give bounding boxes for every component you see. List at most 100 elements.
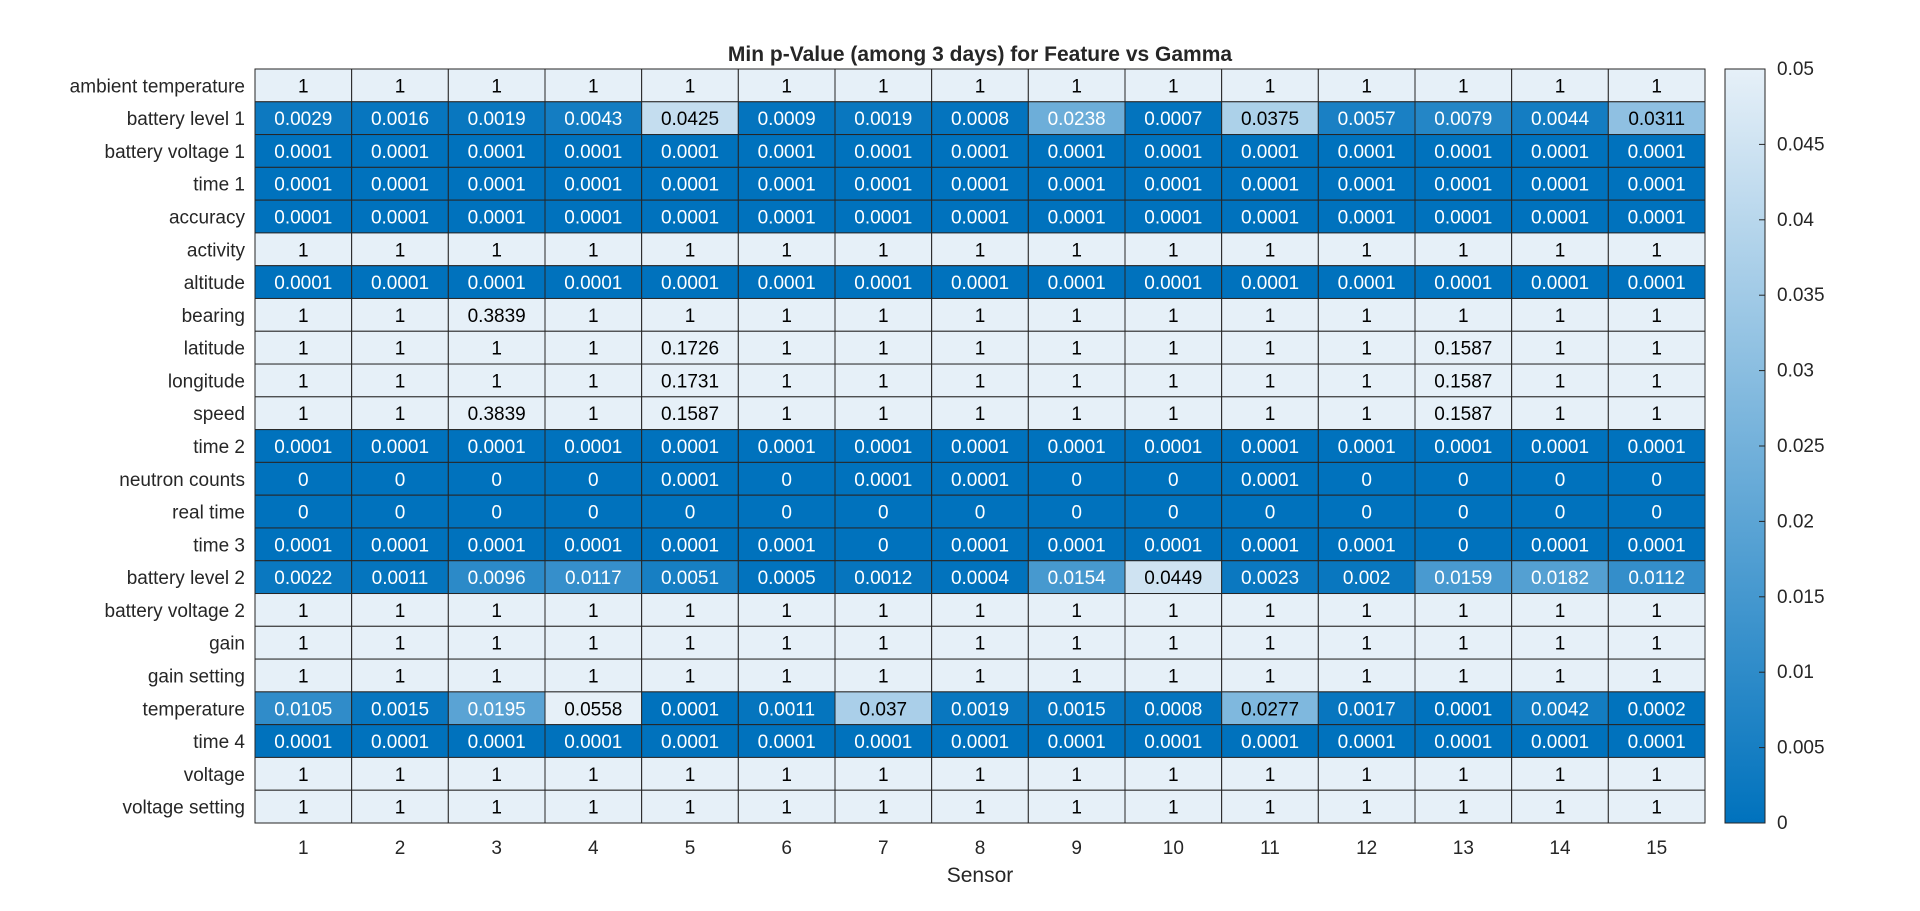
heatmap-cell: 0.0001 [1414, 166, 1513, 201]
heatmap-cell: 0 [351, 461, 449, 496]
y-tick-label: voltage setting [122, 798, 245, 819]
cell-value: 1 [588, 666, 599, 687]
cell-value: 1 [395, 339, 406, 360]
heatmap-cell: 1 [1027, 593, 1126, 627]
cell-rect [1511, 756, 1609, 791]
heatmap-cell: 0.0001 [641, 199, 739, 234]
cell-value: 1 [395, 601, 406, 622]
heatmap-cell: 1 [447, 789, 546, 824]
cell-rect [544, 363, 643, 398]
heatmap-cell: 0.0001 [1317, 265, 1416, 299]
heatmap-cell: 0 [1027, 461, 1126, 496]
heatmap-cell: 1 [834, 658, 933, 693]
cell-value: 0.0001 [564, 142, 622, 163]
heatmap-cell: 1 [254, 789, 353, 824]
heatmap-cell: 0 [544, 494, 643, 529]
colorbar-tick-label: 0.025 [1777, 436, 1825, 457]
cell-value: 0.0007 [1144, 109, 1202, 130]
colorbar-tick-label: 0.02 [1777, 511, 1814, 532]
cell-value: 1 [1555, 634, 1566, 655]
heatmap-cell: 1 [1124, 330, 1223, 365]
cell-rect [1317, 756, 1416, 791]
cell-value: 1 [588, 404, 599, 425]
x-tick-label: 7 [878, 838, 889, 859]
heatmap-cell: 0.0001 [1414, 724, 1513, 758]
cell-value: 0.0004 [951, 568, 1010, 589]
cell-rect [1124, 68, 1223, 103]
cell-rect [351, 724, 449, 758]
cell-rect [1607, 494, 1706, 529]
cell-rect [1511, 625, 1609, 660]
heatmap-cell: 1 [641, 756, 739, 791]
cell-rect [544, 560, 643, 595]
cell-rect [834, 527, 933, 562]
cell-value: 0.0096 [468, 568, 526, 589]
cell-value: 0 [685, 503, 696, 524]
cell-rect [1124, 724, 1223, 758]
cell-value: 0.0001 [468, 273, 526, 294]
heatmap-cell: 0.0159 [1414, 560, 1513, 595]
cell-value: 0.0001 [661, 732, 719, 753]
heatmap-cell: 0 [1511, 461, 1609, 496]
cell-value: 0.0001 [951, 732, 1009, 753]
cell-value: 0.1731 [661, 371, 719, 392]
heatmap-cell: 0.0001 [641, 166, 739, 201]
cell-value: 1 [1168, 601, 1179, 622]
cell-value: 0.0001 [661, 535, 719, 556]
cell-value: 1 [1555, 798, 1566, 819]
cell-value: 0.0558 [564, 699, 622, 720]
cell-value: 0 [878, 503, 889, 524]
heatmap-cell: 1 [254, 593, 353, 627]
heatmap-cell: 1 [737, 396, 836, 431]
heatmap-cell: 1 [1124, 658, 1223, 693]
cell-value: 0.0001 [564, 208, 622, 229]
heatmap-cell: 1 [1511, 297, 1609, 332]
cell-value: 1 [1071, 798, 1082, 819]
cell-value: 1 [1168, 798, 1179, 819]
cell-rect [1317, 134, 1416, 168]
cell-rect [1511, 691, 1609, 726]
cell-value: 1 [491, 601, 502, 622]
heatmap-cell: 0.0001 [1511, 134, 1609, 168]
heatmap-cell: 1 [1317, 68, 1416, 103]
heatmap-cell: 1 [931, 68, 1029, 103]
heatmap-cell: 1 [1414, 593, 1513, 627]
heatmap-cell: 0.3839 [447, 297, 546, 332]
cell-value: 0.0001 [371, 142, 429, 163]
heatmap-cell: 1 [1124, 756, 1223, 791]
cell-value: 1 [491, 666, 502, 687]
colorbar-tick-label: 0.005 [1777, 738, 1825, 759]
cell-value: 0.0001 [1241, 175, 1299, 196]
y-tick-label: battery voltage 1 [105, 142, 245, 163]
cell-rect [737, 789, 836, 824]
cell-value: 0.0001 [1144, 142, 1202, 163]
heatmap-cell: 0.0001 [544, 724, 643, 758]
heatmap-cell: 1 [834, 232, 933, 267]
heatmap-cell: 1 [931, 330, 1029, 365]
cell-value: 1 [975, 798, 986, 819]
heatmap-cell: 0.0001 [737, 724, 836, 758]
cell-value: 0.0001 [1144, 437, 1202, 458]
heatmap-cell: 0.0001 [544, 527, 643, 562]
heatmap-cell: 0.0001 [1317, 199, 1416, 234]
heatmap-cell: 0.0001 [447, 199, 546, 234]
cell-value: 1 [298, 798, 309, 819]
cell-rect [1221, 625, 1319, 660]
cell-rect [1124, 789, 1223, 824]
cell-rect [544, 691, 643, 726]
heatmap-cell: 1 [834, 396, 933, 431]
cell-rect [1317, 199, 1416, 234]
cell-rect [447, 560, 546, 595]
heatmap-cell: 1 [447, 658, 546, 693]
heatmap-cell: 0.0001 [1221, 134, 1319, 168]
heatmap-cell: 0.0001 [254, 429, 353, 463]
heatmap-cell: 1 [834, 68, 933, 103]
heatmap-cell: 0.0182 [1511, 560, 1609, 595]
heatmap-cell: 0.0001 [351, 724, 449, 758]
heatmap-cell: 1 [1607, 232, 1706, 267]
cell-value: 1 [1168, 339, 1179, 360]
heatmap-cell: 0.0001 [1317, 166, 1416, 201]
cell-rect [544, 494, 643, 529]
cell-value: 1 [1071, 404, 1082, 425]
cell-rect [351, 232, 449, 267]
